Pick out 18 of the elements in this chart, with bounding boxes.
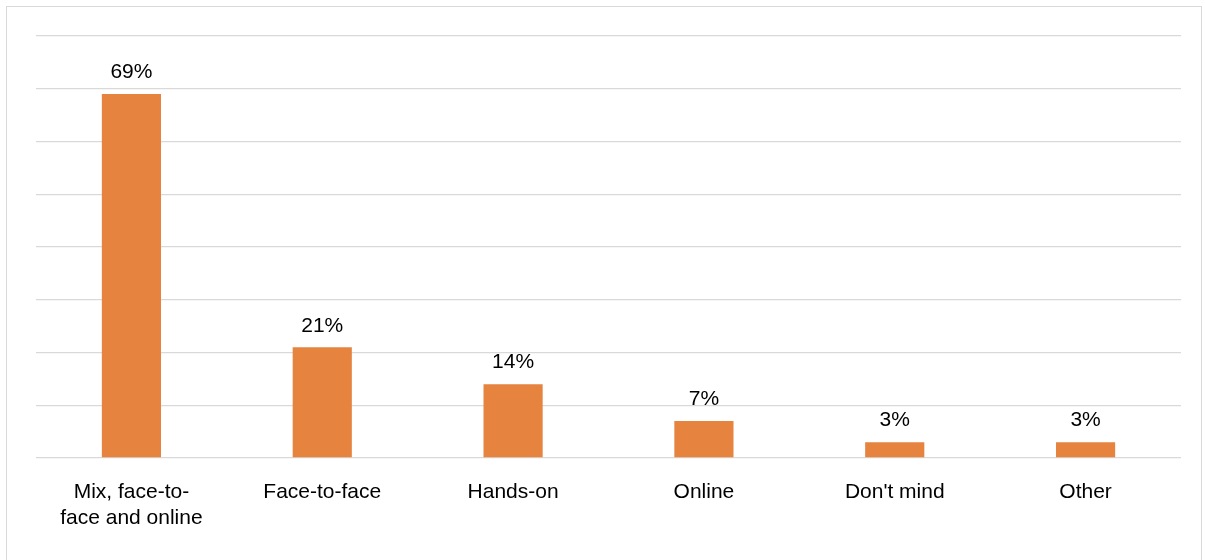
bar bbox=[101, 94, 161, 458]
data-label: 21% bbox=[301, 312, 344, 336]
x-tick-label: Online bbox=[673, 479, 735, 503]
x-tick-label: Don't mind bbox=[844, 479, 945, 503]
data-label: 7% bbox=[688, 386, 720, 410]
x-tick-label: Hands-on bbox=[467, 479, 559, 503]
bar bbox=[1056, 442, 1116, 458]
data-label: 3% bbox=[1070, 407, 1101, 431]
data-label: 3% bbox=[879, 407, 910, 431]
bar bbox=[865, 442, 925, 458]
x-tick-label: Face-to-face bbox=[263, 479, 382, 503]
x-tick-label: Other bbox=[1059, 479, 1112, 503]
data-label: 69% bbox=[110, 59, 153, 83]
x-tick-label: Mix, face-to-face and online bbox=[60, 479, 203, 528]
bar bbox=[674, 421, 734, 458]
bar bbox=[483, 384, 543, 458]
bar bbox=[292, 347, 352, 458]
data-label: 14% bbox=[492, 349, 535, 373]
